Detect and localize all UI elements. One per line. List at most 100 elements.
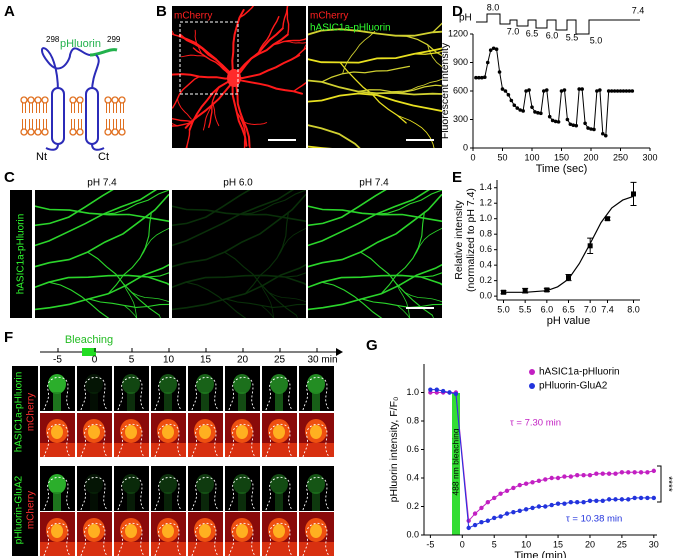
lipid-head	[41, 128, 49, 136]
dendrite	[141, 113, 166, 117]
shaft	[299, 443, 334, 457]
x-axis-label: pH value	[547, 315, 590, 327]
timeline-label: 10	[163, 355, 175, 366]
dendrite	[303, 44, 306, 51]
c-terminus: Ct	[98, 151, 109, 163]
data-point	[547, 114, 552, 119]
data-point	[651, 495, 657, 501]
spine-outline	[80, 423, 108, 457]
y-tick-label: 1.2	[479, 198, 492, 208]
micrograph	[299, 466, 334, 511]
micrograph	[262, 466, 297, 511]
shaft	[40, 443, 75, 457]
dendrite	[283, 41, 306, 44]
data-point	[613, 471, 618, 476]
micrograph	[77, 413, 112, 457]
pHluorin-label: pHluorin	[60, 38, 101, 50]
timeline-label: 5	[129, 355, 135, 366]
x-tick-label: 0	[460, 539, 465, 549]
spine-core	[273, 524, 285, 538]
dendrite	[177, 98, 192, 120]
spine-core	[125, 425, 137, 439]
dendrite	[188, 77, 235, 131]
dendrite	[172, 122, 179, 127]
data-point	[521, 109, 525, 113]
spine	[122, 374, 140, 394]
spine	[270, 474, 288, 494]
spine-core	[273, 425, 285, 439]
dendrite	[147, 33, 170, 42]
row-label: mCherry	[26, 491, 37, 529]
dendrite	[172, 194, 306, 268]
dendrite	[186, 144, 188, 148]
data-point	[631, 191, 636, 197]
x-tick-label: 8.0	[627, 304, 640, 314]
dendrite	[308, 194, 442, 268]
spine-core	[88, 524, 100, 538]
spine	[196, 474, 214, 494]
y-axis-label: (normalized to pH 7.4)	[465, 188, 477, 292]
data-point	[544, 88, 549, 92]
lipid-head	[34, 128, 42, 136]
lipid-tail	[78, 103, 82, 113]
data-point	[577, 87, 581, 91]
data-point	[527, 88, 531, 92]
lipid-head	[76, 128, 84, 136]
data-point	[624, 89, 629, 93]
dendrite-group	[172, 190, 306, 318]
dendrite	[394, 35, 442, 57]
shaft	[40, 542, 75, 556]
panel-label: E	[452, 169, 462, 186]
dendrite	[231, 9, 245, 79]
micrograph-bg	[114, 466, 149, 511]
lipid-head	[118, 96, 126, 104]
row-label: hASIC1a-pHluorin	[14, 372, 25, 453]
x-tick-label: -5	[426, 539, 434, 549]
ph-step: 7.0	[507, 26, 520, 36]
data-point	[524, 89, 528, 93]
data-point	[536, 504, 542, 509]
dendrite	[308, 92, 442, 112]
data-point	[626, 470, 631, 475]
dendrite	[172, 190, 295, 247]
data-point	[447, 390, 452, 395]
micrograph-bg	[172, 190, 306, 318]
spine-outline	[80, 376, 108, 411]
spine	[159, 474, 177, 494]
dendrite	[486, 332, 502, 386]
micrograph	[262, 413, 297, 457]
data-point	[479, 505, 484, 511]
micrograph	[77, 366, 112, 411]
spine-outline	[228, 476, 256, 511]
lipid-tail	[78, 119, 82, 129]
shaft	[262, 443, 297, 457]
micrograph	[114, 413, 149, 457]
dendrite	[35, 274, 169, 289]
ph-protocol	[476, 13, 640, 35]
neck	[312, 392, 320, 411]
x-tick-label: 5.0	[497, 304, 510, 314]
data-point	[562, 474, 567, 479]
x-tick-label: 6.0	[541, 304, 554, 314]
data-point	[632, 470, 637, 475]
micrograph-bg	[77, 466, 112, 511]
spine-outline	[43, 522, 71, 556]
data-point	[533, 110, 537, 114]
neck	[312, 492, 320, 511]
shaft	[77, 542, 112, 556]
data-point	[485, 60, 490, 65]
dendrite	[180, 54, 207, 58]
dendrite	[413, 50, 442, 55]
data-point	[504, 511, 510, 516]
data-point	[511, 485, 516, 491]
data-point	[568, 500, 574, 505]
data-point	[574, 123, 579, 128]
dendrite	[231, 77, 248, 147]
lipid-head	[20, 96, 28, 104]
panel-label: G	[366, 337, 378, 354]
timeline-arrow	[336, 348, 343, 356]
data-point	[515, 106, 520, 110]
spine	[122, 474, 140, 494]
spine-outline	[43, 423, 71, 457]
micrograph	[308, 6, 442, 148]
